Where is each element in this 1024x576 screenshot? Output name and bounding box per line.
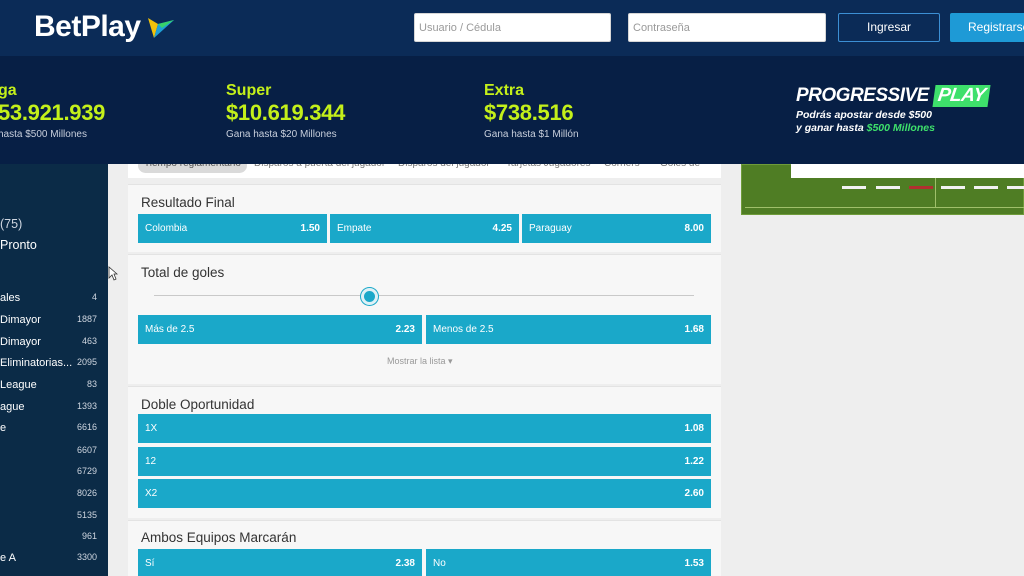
odd-button-paraguay[interactable]: Paraguay 8.00: [522, 214, 711, 243]
tab-disparos-jugador[interactable]: Disparos del jugador: [398, 164, 490, 173]
pitch-line: [745, 207, 1024, 208]
odd-button-x2[interactable]: X2 2.60: [138, 479, 711, 508]
tab-tiempo-reglamentario[interactable]: Tiempo reglamentario: [138, 164, 247, 173]
chevron-down-icon: ▾: [448, 356, 453, 366]
pitch-line: [941, 186, 965, 189]
tab-goles[interactable]: Goles de: [660, 164, 700, 173]
market-title: Ambos Equipos Marcarán: [141, 530, 297, 545]
pitch-line: [974, 186, 998, 189]
show-list-link[interactable]: Mostrar la lista ▾: [387, 356, 453, 366]
jackpot-extra[interactable]: Extra $738.516 Gana hasta $1 Millón: [484, 82, 579, 140]
jackpot-banner: ga 53.921.939 hasta $500 Millones Super …: [0, 56, 1024, 164]
jackpot-amount: $738.516: [484, 100, 574, 125]
progressive-play-promo[interactable]: PROGRESSIVE PLAY Podrás apostar desde $5…: [796, 85, 991, 135]
odd-button-mas-de[interactable]: Más de 2.5 2.23: [138, 315, 422, 344]
username-input[interactable]: [414, 13, 611, 42]
pitch-line: [876, 186, 900, 189]
logo-check-icon: [148, 18, 174, 38]
betplay-logo[interactable]: BetPlay: [34, 10, 141, 43]
jackpot-amount: $10.619.344: [226, 100, 346, 125]
tab-disparos-puerta[interactable]: Disparos a puerta del jugador: [254, 164, 385, 173]
goals-slider-track[interactable]: [154, 295, 694, 296]
odd-button-si[interactable]: Sí 2.38: [138, 549, 422, 576]
odd-button-1x[interactable]: 1X 1.08: [138, 414, 711, 443]
promo-text: Podrás apostar desde $500 y ganar hasta …: [796, 109, 935, 134]
market-title: Total de goles: [141, 265, 225, 280]
jackpot-name: Extra: [484, 82, 525, 99]
top-header: BetPlay Ingresar Registrarse: [0, 0, 1024, 56]
jackpot-amount: 53.921.939: [0, 100, 106, 125]
pitch-line: [909, 186, 933, 189]
odd-button-menos-de[interactable]: Menos de 2.5 1.68: [426, 315, 711, 344]
register-button[interactable]: Registrarse: [950, 13, 1024, 42]
pitch-line: [842, 186, 866, 189]
market-title: Doble Oportunidad: [141, 397, 255, 412]
mouse-cursor-icon: [108, 266, 118, 281]
odd-button-empate[interactable]: Empate 4.25: [330, 214, 519, 243]
login-button[interactable]: Ingresar: [838, 13, 940, 42]
goals-slider-handle[interactable]: [361, 288, 378, 305]
jackpot-mega[interactable]: ga 53.921.939 hasta $500 Millones: [0, 82, 105, 140]
market-title: Resultado Final: [141, 195, 235, 210]
jackpot-subtitle: Gana hasta $20 Millones: [226, 129, 337, 140]
jackpot-name: Super: [226, 82, 272, 99]
jackpot-subtitle: hasta $500 Millones: [0, 129, 87, 140]
pitch-overlay-panel: [791, 164, 1024, 178]
tab-tarjetas[interactable]: Tarjetas Jugadores: [506, 164, 591, 173]
pitch-line: [1007, 186, 1024, 189]
pitch-line: [935, 178, 936, 208]
password-input[interactable]: [628, 13, 826, 42]
market-tabs: Tiempo reglamentario Disparos a puerta d…: [128, 164, 721, 178]
jackpot-subtitle: Gana hasta $1 Millón: [484, 129, 579, 140]
sports-sidebar: (75) Pronto ales 4 Dimayor 1887 Dimayor 463…: [0, 164, 108, 576]
odd-button-12[interactable]: 12 1.22: [138, 447, 711, 476]
odd-button-no[interactable]: No 1.53: [426, 549, 711, 576]
promo-title: PROGRESSIVE PLAY: [796, 85, 991, 107]
odd-button-colombia[interactable]: Colombia 1.50: [138, 214, 327, 243]
jackpot-super[interactable]: Super $10.619.344 Gana hasta $20 Millone…: [226, 82, 345, 140]
jackpot-name: ga: [0, 82, 17, 99]
tab-corners[interactable]: Córners: [604, 164, 640, 173]
